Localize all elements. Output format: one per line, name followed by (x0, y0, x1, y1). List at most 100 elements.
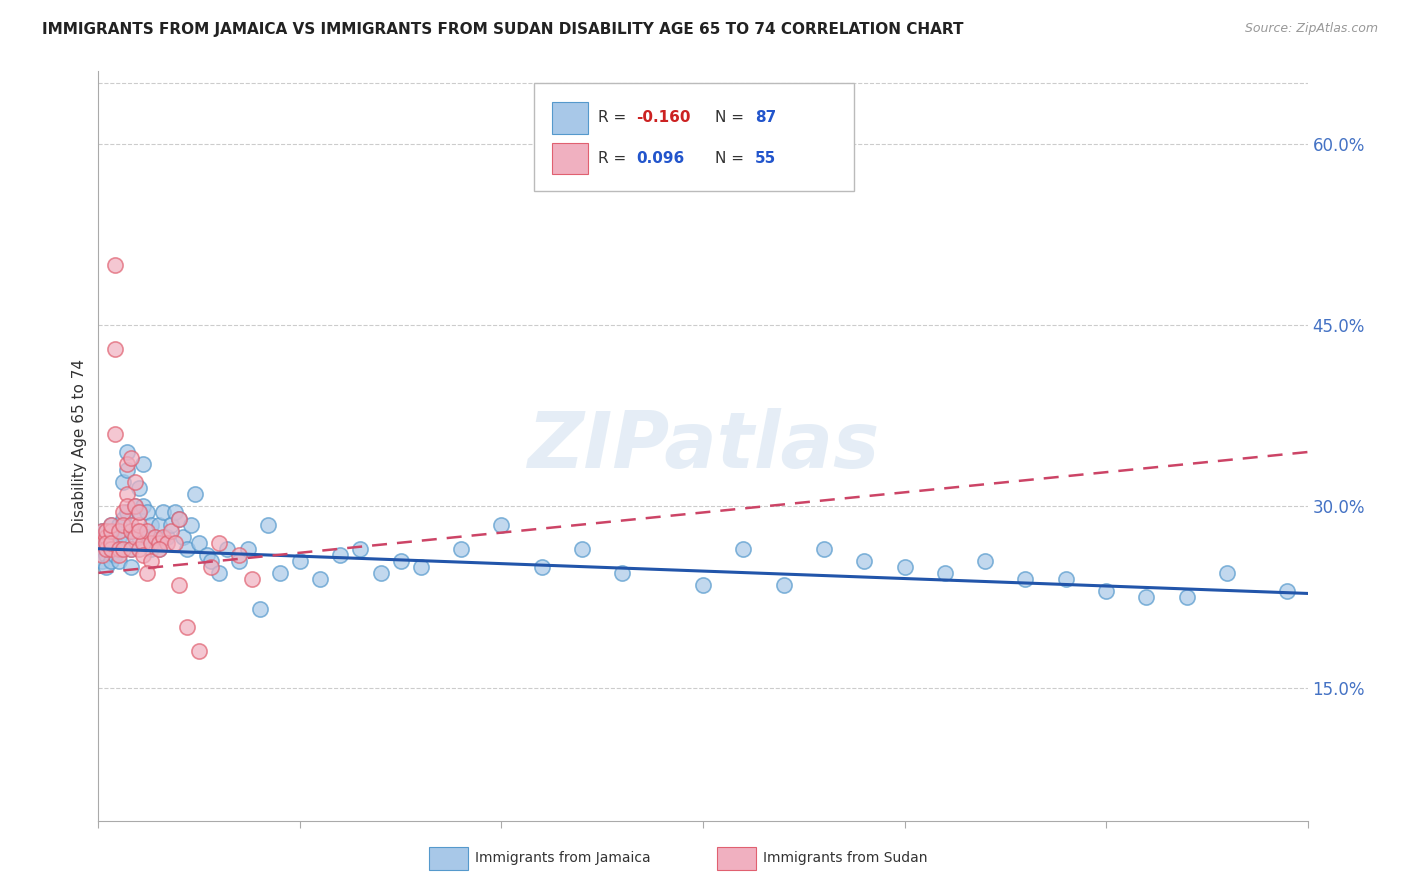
Point (115, 506, 138, 520)
Point (100, 530, 122, 544)
Text: N =: N = (716, 111, 749, 125)
Point (132, 457, 155, 471)
Point (91, 535, 114, 549)
Point (135, 566, 157, 580)
Point (128, 524, 150, 538)
Point (96, 541, 118, 556)
Point (120, 541, 142, 556)
Point (143, 530, 166, 544)
Point (115, 445, 138, 459)
Point (124, 530, 146, 544)
Text: R =: R = (598, 151, 631, 166)
Point (128, 481, 150, 495)
Point (124, 475, 146, 490)
Point (128, 541, 150, 556)
Point (139, 517, 162, 532)
Point (156, 530, 179, 544)
Point (107, 524, 129, 538)
Point (148, 517, 170, 532)
Point (128, 506, 150, 520)
Point (152, 506, 174, 520)
Point (111, 517, 134, 532)
Point (236, 541, 259, 556)
Point (772, 578, 794, 592)
Point (389, 554, 412, 568)
Point (1216, 566, 1239, 580)
Point (135, 506, 157, 520)
Point (240, 572, 263, 586)
Point (111, 511, 134, 525)
FancyBboxPatch shape (551, 102, 588, 134)
Point (139, 541, 162, 556)
Point (96, 559, 118, 574)
Text: 87: 87 (755, 111, 776, 125)
Point (124, 500, 146, 514)
Point (160, 524, 183, 538)
Point (1135, 590, 1157, 604)
Point (96, 548, 118, 562)
Point (208, 566, 231, 580)
Point (249, 602, 271, 616)
Point (612, 566, 634, 580)
Point (103, 524, 125, 538)
Point (176, 620, 198, 634)
Point (111, 475, 134, 490)
Point (853, 554, 876, 568)
Point (208, 535, 231, 549)
Point (349, 541, 371, 556)
Point (692, 578, 714, 592)
Point (103, 258, 125, 272)
Point (103, 343, 125, 357)
Point (176, 541, 198, 556)
Point (103, 548, 125, 562)
Point (1277, 584, 1299, 599)
Point (107, 530, 129, 544)
Point (733, 541, 755, 556)
Point (893, 559, 915, 574)
FancyBboxPatch shape (534, 83, 855, 191)
Point (143, 530, 166, 544)
Point (115, 487, 138, 501)
Text: Immigrants from Sudan: Immigrants from Sudan (763, 851, 928, 865)
Point (172, 530, 194, 544)
Point (180, 517, 202, 532)
Point (96, 530, 118, 544)
Point (120, 524, 142, 538)
Point (100, 517, 122, 532)
Point (120, 517, 142, 532)
Point (120, 541, 142, 556)
Point (120, 451, 142, 466)
Point (813, 541, 835, 556)
Point (111, 530, 134, 544)
Point (329, 548, 352, 562)
Point (139, 535, 162, 549)
Point (96, 524, 118, 538)
Point (103, 426, 125, 441)
Point (148, 541, 170, 556)
Point (228, 548, 250, 562)
Text: Immigrants from Jamaica: Immigrants from Jamaica (475, 851, 651, 865)
Point (974, 554, 997, 568)
Point (184, 487, 207, 501)
Text: 0.096: 0.096 (637, 151, 685, 166)
Point (91, 554, 114, 568)
Point (167, 511, 190, 525)
Point (91, 541, 114, 556)
Point (100, 535, 122, 549)
Point (160, 517, 183, 532)
Point (188, 644, 211, 658)
Point (152, 530, 174, 544)
Point (148, 535, 170, 549)
Text: 55: 55 (755, 151, 776, 166)
Point (107, 548, 129, 562)
Point (571, 541, 593, 556)
Point (107, 541, 129, 556)
Point (167, 578, 190, 592)
Point (132, 535, 155, 549)
Point (1175, 590, 1198, 604)
Point (120, 559, 142, 574)
FancyBboxPatch shape (551, 143, 588, 174)
Point (96, 535, 118, 549)
Point (200, 559, 222, 574)
Point (491, 517, 513, 532)
